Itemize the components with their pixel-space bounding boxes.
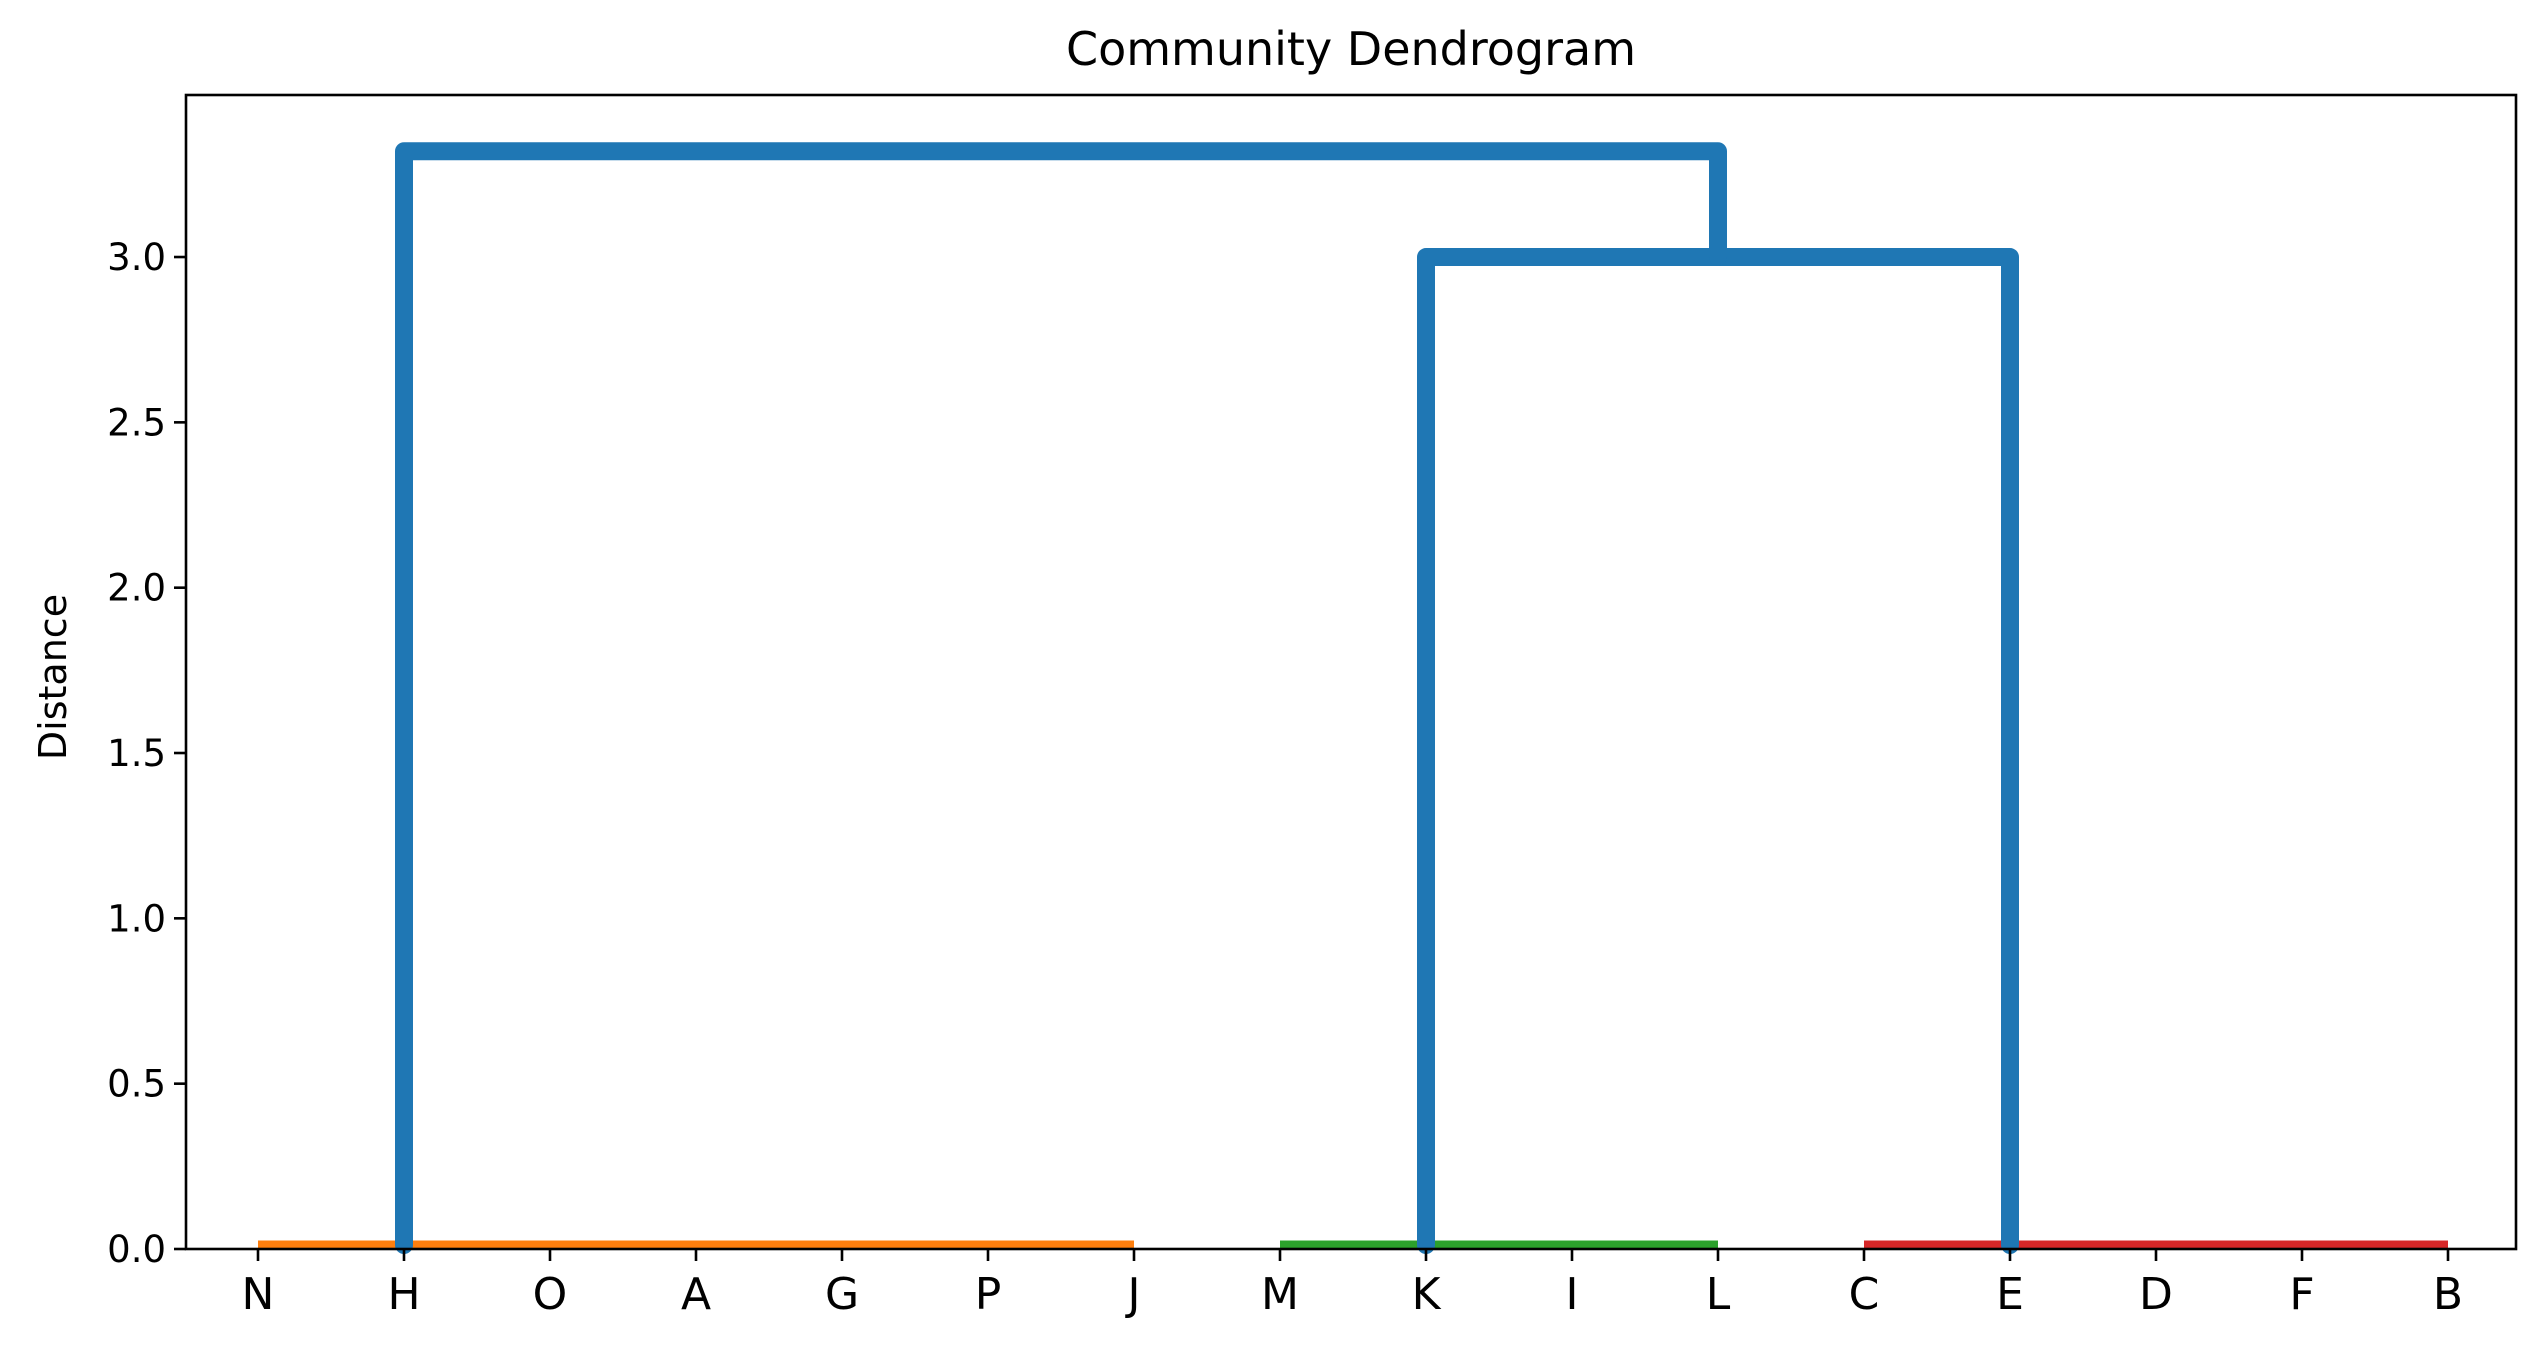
axes-frame: [184, 93, 2518, 1251]
y-axis-ticks: 0.0 0.5 1.0 1.5 2.0 2.5 3.0: [107, 236, 186, 1271]
x-tick-label: D: [2139, 1269, 2173, 1320]
y-tick-label: 0.0: [107, 1228, 166, 1271]
merge-link-root: [395, 142, 1727, 1254]
x-tick-label: G: [825, 1269, 859, 1320]
x-tick-label: E: [1996, 1269, 2024, 1320]
x-tick-label: A: [681, 1269, 711, 1320]
y-axis-label: Distance: [31, 594, 75, 760]
y-tick-label: 2.5: [107, 401, 166, 444]
x-tick-label: C: [1849, 1269, 1880, 1320]
x-tick-label: H: [387, 1269, 420, 1320]
y-tick-label: 3.0: [107, 236, 166, 279]
x-tick-label: P: [975, 1269, 1002, 1320]
x-tick-label: B: [2433, 1269, 2463, 1320]
merge-link-k-e: [1417, 248, 2019, 1254]
x-tick-label: J: [1125, 1269, 1141, 1320]
x-tick-label: O: [533, 1269, 568, 1320]
y-tick-label: 0.5: [107, 1063, 166, 1106]
y-tick-label: 1.5: [107, 732, 166, 775]
chart-title: Community Dendrogram: [1066, 22, 1636, 76]
merge-link-layer: [395, 142, 2019, 1254]
x-tick-label: L: [1706, 1269, 1731, 1320]
x-tick-label: F: [2289, 1269, 2314, 1320]
y-tick-label: 1.0: [107, 897, 166, 940]
x-tick-label: N: [242, 1269, 275, 1320]
x-tick-label: K: [1412, 1269, 1442, 1320]
x-tick-label: I: [1566, 1269, 1579, 1320]
x-tick-label: M: [1261, 1269, 1299, 1320]
y-tick-label: 2.0: [107, 567, 166, 610]
